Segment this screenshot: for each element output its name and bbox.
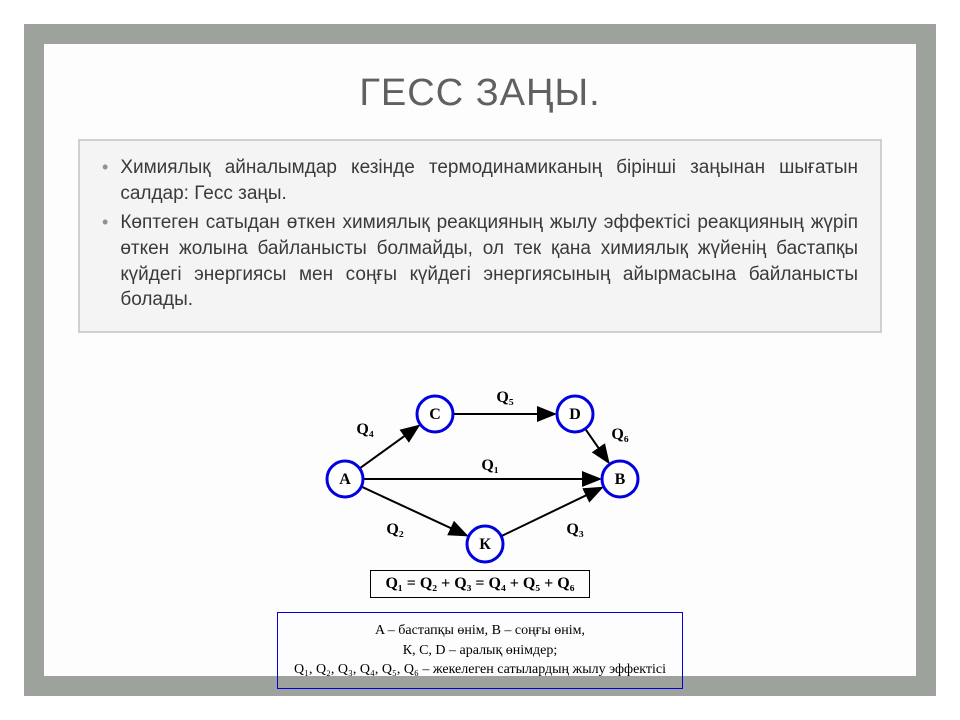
diagram-area: Q₁ Q₂ Q₃ Q₄ Q₅ Q₆ A C D B К Q₁ = Q₂ + Q₃ = Q₄ + Q₅… xyxy=(44,384,916,689)
svg-text:Q₄: Q₄ xyxy=(356,421,373,438)
hess-law-diagram: Q₁ Q₂ Q₃ Q₄ Q₅ Q₆ A C D B К xyxy=(290,384,670,564)
content-box: • Химиялық айналымдар кезінде термодинам… xyxy=(78,139,882,333)
legend-line: Q₁, Q₂, Q₃, Q₄, Q₅, Q₆ – жекелеген сатыл… xyxy=(294,660,666,680)
svg-text:D: D xyxy=(569,406,581,423)
bullet-text: Химиялық айналымдар кезінде термодинамик… xyxy=(120,155,858,206)
svg-text:Q₂: Q₂ xyxy=(386,521,403,538)
svg-text:Q₃: Q₃ xyxy=(566,521,583,538)
svg-text:Q₁: Q₁ xyxy=(481,457,498,474)
slide: ГЕСС ЗАҢЫ. • Химиялық айналымдар кезінде… xyxy=(0,0,960,720)
svg-text:К: К xyxy=(479,536,491,553)
svg-text:B: B xyxy=(615,471,626,488)
svg-text:A: A xyxy=(339,471,351,488)
legend-line: К, C, D – аралық өнімдер; xyxy=(294,641,666,661)
legend-line: A – бастапқы өнім, B – соңғы өнім, xyxy=(294,621,666,641)
equation-box: Q₁ = Q₂ + Q₃ = Q₄ + Q₅ + Q₆ xyxy=(370,570,589,598)
page-title: ГЕСС ЗАҢЫ. xyxy=(44,44,916,133)
svg-text:Q₆: Q₆ xyxy=(611,426,628,443)
svg-text:Q₅: Q₅ xyxy=(496,389,513,406)
bullet-dot-icon: • xyxy=(102,210,108,317)
bullet-item: • Көптеген сатыдан өткен химиялық реакци… xyxy=(102,210,858,317)
bullet-dot-icon: • xyxy=(102,155,108,210)
slide-frame: ГЕСС ЗАҢЫ. • Химиялық айналымдар кезінде… xyxy=(24,24,936,696)
svg-text:C: C xyxy=(429,406,441,423)
bullet-item: • Химиялық айналымдар кезінде термодинам… xyxy=(102,155,858,210)
legend-box: A – бастапқы өнім, B – соңғы өнім, К, C,… xyxy=(277,612,683,689)
bullet-text: Көптеген сатыдан өткен химиялық реакциян… xyxy=(120,210,858,313)
